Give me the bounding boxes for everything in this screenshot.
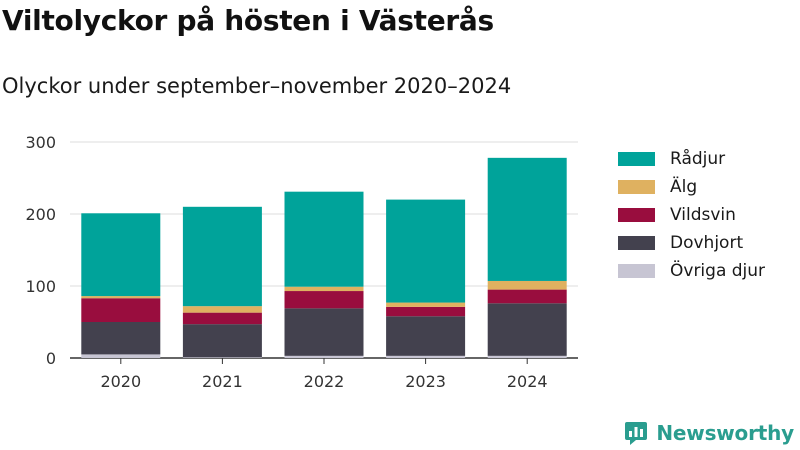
bar-segment [487,280,567,290]
bar-segment [386,302,466,307]
legend-label: Vildsvin [670,205,736,225]
bar-segment [284,291,364,309]
x-tick-label: 2021 [202,372,243,391]
x-tick-label: 2024 [507,372,548,391]
x-tick-label: 2023 [405,372,446,391]
legend-item: Dovhjort [618,229,765,257]
y-tick-label: 0 [46,349,56,368]
bar-segment [284,355,364,358]
legend-item: Vildsvin [618,201,765,229]
bar-segment [284,191,364,287]
bar-segment [182,206,262,307]
legend-item: Rådjur [618,145,765,173]
chart-subtitle: Olyckor under september–november 2020–20… [2,74,512,98]
bar-segment [81,322,161,355]
legend-label: Övriga djur [670,261,766,281]
legend-swatch [618,152,655,166]
bar-segment [487,355,567,358]
legend-swatch [618,180,655,194]
x-tick-label: 2022 [304,372,345,391]
legend-swatch [618,208,655,222]
bar-segment [182,312,262,325]
legend-swatch [618,264,655,278]
bar-segment [81,296,161,299]
bar-segment [386,316,466,356]
bar-segment [487,157,567,281]
chart-title: Viltolyckor på hösten i Västerås [2,4,494,37]
legend-label: Rådjur [670,149,726,169]
legend-swatch [618,236,655,250]
bar-segment [386,199,466,303]
brand-footer: Newsworthy [624,420,794,446]
bar-segment [284,286,364,292]
chart-legend: Rådjur Älg Vildsvin Dovhjort Övriga djur [618,145,765,285]
brand-name: Newsworthy [656,421,794,445]
y-tick-label: 200 [25,205,56,224]
bar-segment [81,213,161,297]
legend-label: Älg [670,177,698,197]
bar-segment [386,355,466,358]
y-tick-label: 100 [25,277,56,296]
bar-segment [182,324,262,358]
legend-item: Älg [618,173,765,201]
legend-item: Övriga djur [618,257,765,285]
bar-segment [487,289,567,304]
bar-segment [81,298,161,322]
bar-segment [182,357,262,358]
x-tick-label: 2020 [100,372,141,391]
bar-segment [284,308,364,356]
bar-chart-speech-bubble-icon [624,420,648,446]
bar-segment [386,306,466,317]
bar-segment [182,306,262,313]
bar-segment [487,303,567,356]
bar-segment [81,354,161,358]
y-tick-label: 300 [25,133,56,152]
legend-label: Dovhjort [670,233,744,253]
